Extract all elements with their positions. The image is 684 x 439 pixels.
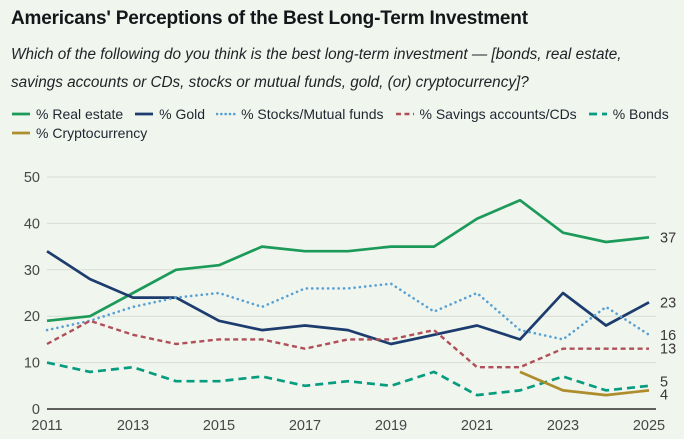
series-line-4 bbox=[46, 361, 650, 397]
x-tick-label: 2021 bbox=[461, 418, 493, 434]
legend-swatch-solid-line bbox=[135, 112, 154, 116]
legend-swatch-solid-line bbox=[12, 112, 30, 116]
legend-item-2: % Stocks/Mutual funds bbox=[216, 106, 384, 122]
end-value-label-3: 13 bbox=[660, 342, 676, 358]
legend-item-0: % Real estate bbox=[11, 106, 123, 122]
series-line-3 bbox=[46, 319, 649, 369]
legend-label: % Bonds bbox=[612, 106, 669, 122]
x-tick-label: 2011 bbox=[31, 418, 62, 434]
legend-item-1: % Gold bbox=[134, 106, 205, 122]
chart-legend: % Real estate % Gold % Stocks/Mutual funds… bbox=[11, 106, 679, 141]
x-tick-label: 2017 bbox=[289, 418, 321, 434]
legend-label: % Cryptocurrency bbox=[36, 125, 148, 141]
legend-label: % Gold bbox=[159, 106, 206, 122]
subtitle-line-2: savings accounts or CDs, stocks or mutua… bbox=[11, 74, 529, 91]
y-tick-label: 20 bbox=[24, 309, 40, 325]
y-tick-label: 30 bbox=[24, 263, 40, 279]
y-tick-label: 0 bbox=[32, 402, 40, 418]
x-tick-label: 2015 bbox=[203, 418, 235, 434]
end-value-label-0: 37 bbox=[660, 230, 676, 246]
legend-item-3: % Savings accounts/CDs bbox=[395, 106, 577, 122]
y-tick-label: 50 bbox=[24, 170, 40, 186]
series-line-0 bbox=[46, 198, 650, 323]
legend-row-2: % Cryptocurrency bbox=[11, 125, 679, 141]
legend-label: % Stocks/Mutual funds bbox=[241, 106, 384, 122]
x-tick-label: 2025 bbox=[633, 418, 665, 434]
legend-swatch-long-dash-line bbox=[588, 112, 607, 116]
x-tick-label: 2019 bbox=[375, 418, 407, 434]
series-line-2 bbox=[45, 282, 651, 341]
end-value-label-2: 16 bbox=[660, 328, 676, 344]
legend-swatch-solid-line bbox=[12, 131, 30, 135]
x-tick-label: 2013 bbox=[117, 418, 149, 434]
chart-subtitle: Which of the following do you think is t… bbox=[11, 41, 679, 97]
legend-item-4: % Bonds bbox=[588, 106, 669, 122]
legend-item-5: % Cryptocurrency bbox=[11, 125, 147, 141]
end-value-label-5: 4 bbox=[660, 388, 668, 404]
chart-title: Americans' Perceptions of the Best Long-… bbox=[11, 8, 528, 29]
end-value-label-4: 5 bbox=[660, 375, 668, 391]
x-tick-label: 2023 bbox=[547, 418, 579, 434]
y-tick-label: 10 bbox=[24, 356, 40, 372]
chart-header: Americans' Perceptions of the Best Long-… bbox=[11, 6, 679, 141]
legend-label: % Real estate bbox=[36, 106, 124, 122]
y-tick-label: 40 bbox=[24, 216, 40, 232]
subtitle-line-1: Which of the following do you think is t… bbox=[11, 46, 622, 63]
legend-swatch-dotted-line bbox=[216, 112, 237, 116]
legend-row-1: % Real estate % Gold % Stocks/Mutual funds… bbox=[11, 106, 679, 122]
end-value-label-1: 23 bbox=[660, 295, 676, 311]
legend-swatch-dashed-line bbox=[395, 112, 414, 116]
series-line-1 bbox=[46, 250, 650, 346]
series-line-5 bbox=[519, 370, 650, 397]
legend-label: % Savings accounts/CDs bbox=[419, 106, 577, 122]
